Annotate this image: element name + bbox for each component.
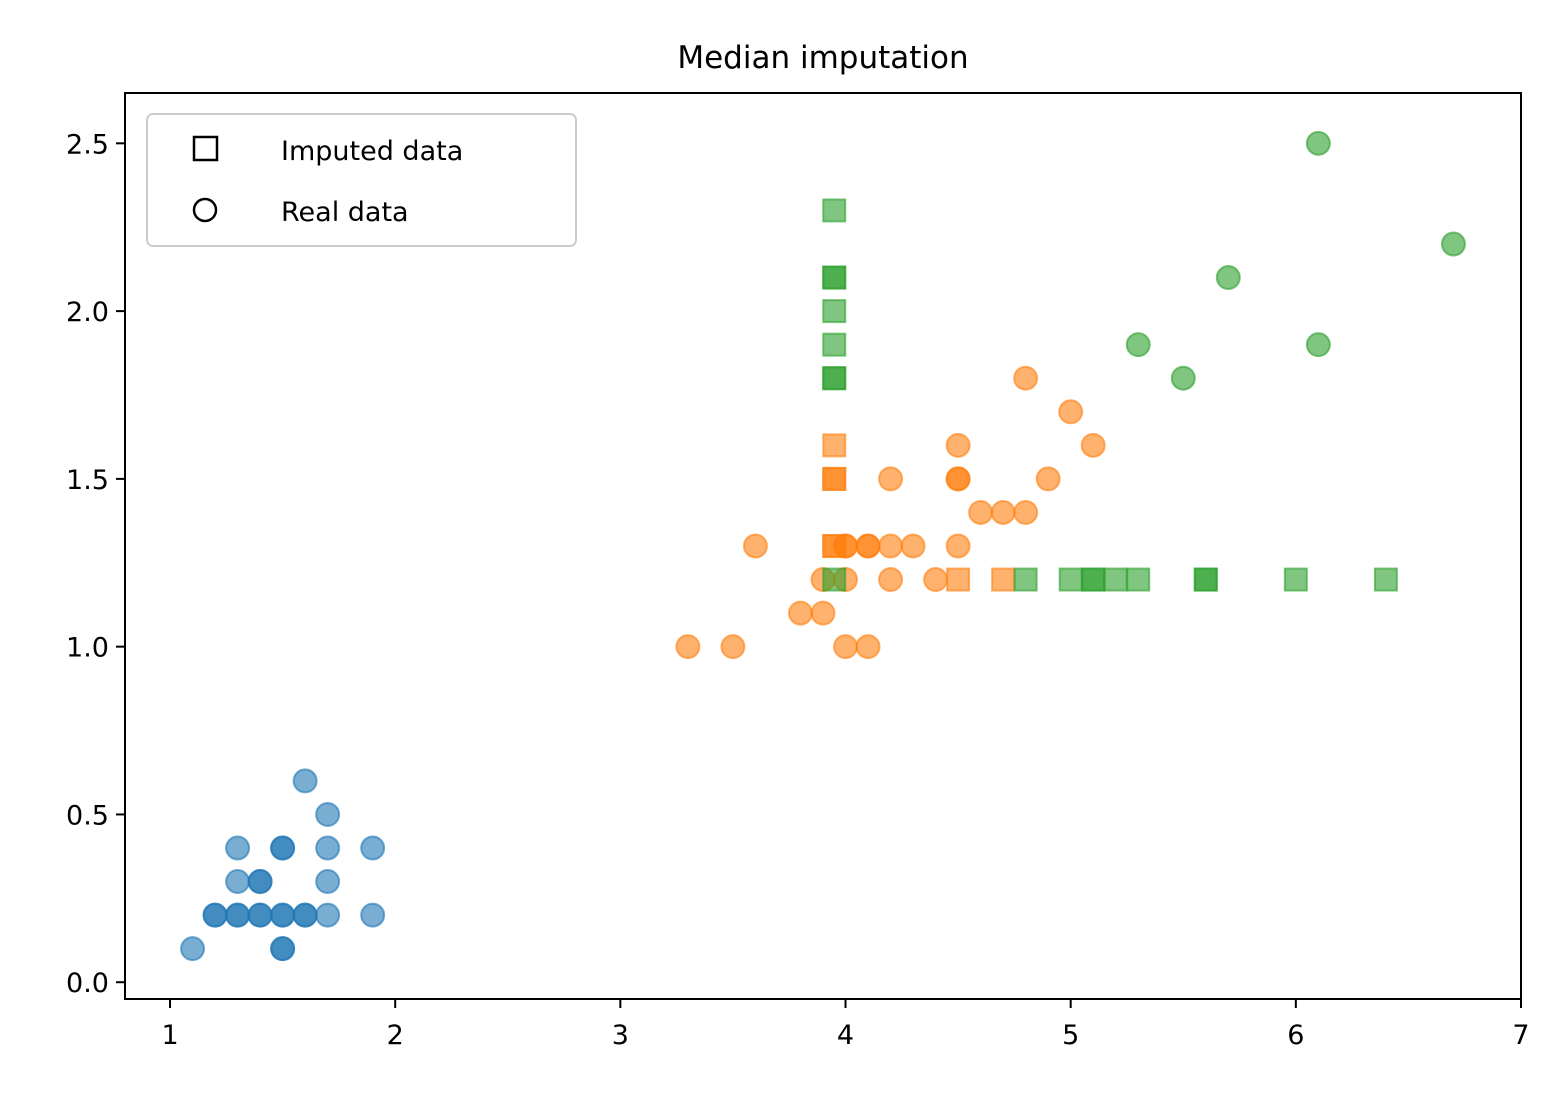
real-data-point: [247, 869, 273, 895]
real-data-point: [810, 600, 836, 626]
x-tick-label: 7: [1512, 1020, 1529, 1051]
real-data-point: [720, 634, 746, 660]
real-data-point: [833, 634, 859, 660]
imputed-data-point: [822, 567, 847, 592]
x-tick-label: 3: [612, 1020, 629, 1051]
imputed-data-point: [1373, 567, 1398, 592]
y-tick-label: 1.0: [66, 633, 109, 664]
real-data-point: [225, 902, 251, 928]
data-points: [180, 130, 1466, 962]
real-data-point: [1305, 332, 1331, 358]
imputed-data-point: [822, 366, 847, 391]
real-data-point: [675, 634, 701, 660]
real-data-point: [878, 567, 904, 593]
imputed-data-point: [946, 567, 971, 592]
chart-title: Median imputation: [677, 40, 968, 76]
y-tick-label: 1.5: [66, 465, 109, 496]
real-data-point: [315, 835, 341, 861]
real-data-point: [315, 869, 341, 895]
y-tick-label: 2.0: [66, 297, 109, 328]
imputed-data-point: [1126, 567, 1151, 592]
real-data-point: [945, 466, 971, 492]
legend-square-marker-icon: [192, 135, 219, 162]
real-data-point: [292, 902, 318, 928]
imputed-data-point: [822, 534, 847, 558]
imputed-data-point: [822, 198, 847, 223]
imputed-data-point: [822, 332, 847, 357]
x-tick-label: 5: [1062, 1020, 1079, 1051]
imputed-data-point: [1058, 567, 1083, 592]
real-data-point: [315, 902, 341, 928]
legend-label-real: Real data: [281, 197, 409, 228]
real-data-point: [270, 902, 296, 928]
real-data-point: [1125, 332, 1151, 358]
legend-box: [146, 113, 577, 247]
real-data-point: [855, 634, 881, 660]
real-data-point: [360, 835, 386, 861]
real-data-point: [1170, 365, 1196, 391]
y-tick-label: 0.5: [66, 800, 109, 831]
real-data-point: [968, 499, 994, 525]
real-data-point: [878, 466, 904, 492]
real-data-point: [247, 902, 273, 928]
legend-circle-marker-icon: [192, 197, 218, 223]
real-data-point: [923, 567, 949, 593]
imputed-data-point: [991, 567, 1016, 592]
legend: Imputed data Real data: [146, 113, 577, 247]
real-data-point: [180, 936, 206, 962]
real-data-point: [360, 902, 386, 928]
real-data-point: [270, 936, 296, 962]
imputed-data-point: [822, 466, 847, 491]
imputed-data-point: [1283, 567, 1308, 592]
real-data-point: [1440, 231, 1466, 257]
real-data-point: [855, 533, 881, 559]
real-data-point: [878, 533, 904, 559]
real-data-point: [742, 533, 768, 559]
real-data-point: [225, 869, 251, 895]
real-data-point: [315, 801, 341, 827]
real-data-point: [900, 533, 926, 559]
x-tick-label: 2: [387, 1020, 404, 1051]
y-tick-label: 0.0: [66, 968, 109, 999]
imputed-data-point: [1081, 567, 1106, 592]
imputed-data-point: [1013, 567, 1038, 592]
x-tick-label: 1: [161, 1020, 178, 1051]
real-data-point: [1035, 466, 1061, 492]
imputed-data-point: [822, 299, 847, 324]
real-data-point: [1013, 365, 1039, 391]
real-data-point: [270, 835, 296, 861]
real-data-point: [292, 768, 318, 794]
imputed-data-point: [822, 265, 847, 290]
axis-ticks: 1 2 3 4 5 6 7 0.0 0.5 1.0 1.5 2.0 2.5: [66, 129, 1530, 1051]
real-data-point: [1305, 130, 1331, 156]
y-tick-label: 2.5: [66, 129, 109, 160]
real-data-point: [202, 902, 228, 928]
real-data-point: [1058, 399, 1084, 425]
x-tick-label: 6: [1287, 1020, 1304, 1051]
x-tick-label: 4: [837, 1020, 854, 1051]
imputed-data-point: [822, 433, 847, 458]
real-data-point: [1080, 432, 1106, 458]
imputed-data-point: [1103, 567, 1128, 592]
real-data-point: [1215, 265, 1241, 291]
real-data-point: [225, 835, 251, 861]
legend-label-imputed: Imputed data: [281, 136, 463, 167]
real-data-point: [945, 533, 971, 559]
real-data-point: [787, 600, 813, 626]
imputed-data-point: [1193, 567, 1218, 592]
plot-area-frame: [124, 92, 1522, 1000]
real-data-point: [945, 432, 971, 458]
real-data-point: [990, 499, 1016, 525]
real-data-point: [1013, 499, 1039, 525]
